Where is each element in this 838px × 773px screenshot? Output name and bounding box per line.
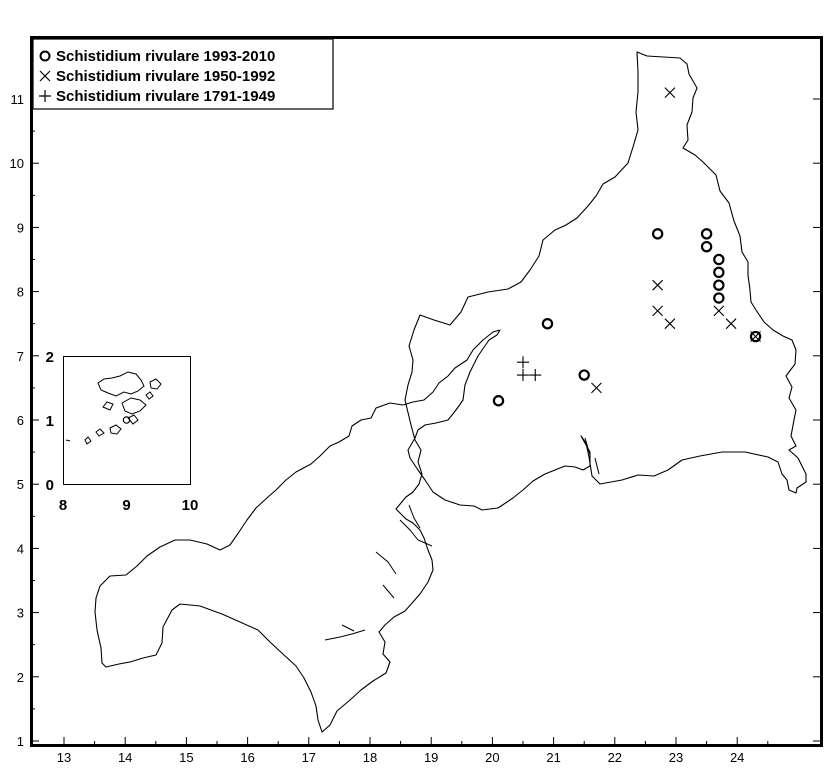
legend: Schistidium rivulare 1993-2010 Schistidi… <box>32 38 334 110</box>
record-circle-marker <box>700 240 713 253</box>
record-markers <box>492 87 762 407</box>
x-tick-label: 16 <box>240 750 254 765</box>
inset-x-tick-label: 10 <box>182 497 199 514</box>
inset-record-markers <box>122 416 131 424</box>
record-circle-marker <box>749 330 762 343</box>
x-tick-label: 24 <box>730 750 744 765</box>
y-tick-label: 7 <box>17 349 24 364</box>
legend-box <box>32 38 334 110</box>
record-cross-marker <box>652 305 664 317</box>
y-tick-label: 2 <box>17 670 24 685</box>
legend-label-1993-2010: Schistidium rivulare 1993-2010 <box>56 48 275 65</box>
record-circle-marker <box>713 279 725 291</box>
record-cross-marker <box>750 331 761 342</box>
legend-circle-icon <box>39 50 51 62</box>
x-axis: 13 14 15 16 17 18 19 20 21 22 23 24 <box>57 737 769 765</box>
x-tick-label: 19 <box>424 750 438 765</box>
x-tick-label: 23 <box>669 750 683 765</box>
legend-cross-icon <box>39 70 51 82</box>
estuaries <box>324 437 600 641</box>
legend-label-1950-1992: Schistidium rivulare 1950-1992 <box>56 68 275 85</box>
record-circle-marker <box>713 253 725 266</box>
x-tick-label: 17 <box>302 750 316 765</box>
record-circle-marker <box>713 266 725 279</box>
y-tick-label: 9 <box>17 220 24 235</box>
y-tick-label: 4 <box>17 541 24 556</box>
record-cross-marker <box>713 305 725 317</box>
x-tick-label: 18 <box>363 750 377 765</box>
inset-islands <box>65 371 162 445</box>
inset-frame <box>63 356 191 485</box>
plot-frame <box>30 36 823 747</box>
record-circle-marker <box>700 228 713 240</box>
record-cross-marker <box>664 87 676 98</box>
y-tick-label: 3 <box>17 606 24 621</box>
x-tick-label: 15 <box>179 750 193 765</box>
record-cross-marker <box>725 318 737 330</box>
y-tick-label: 1 <box>17 734 24 749</box>
x-tick-label: 21 <box>546 750 560 765</box>
y-tick-label: 8 <box>17 285 24 300</box>
inset-y-tick-label: 1 <box>46 413 54 430</box>
record-circle-marker <box>541 318 554 330</box>
record-circle-marker <box>713 292 725 304</box>
record-plus-marker <box>529 369 542 382</box>
x-tick-label: 22 <box>608 750 622 765</box>
y-tick-label: 5 <box>17 477 24 492</box>
record-cross-marker <box>652 279 664 291</box>
record-circle-marker <box>651 228 664 240</box>
inset-x-tick-label: 8 <box>59 497 67 514</box>
record-circle-marker <box>578 369 590 381</box>
y-tick-label: 6 <box>17 413 24 428</box>
record-circle-marker <box>492 395 505 407</box>
legend-label-1791-1949: Schistidium rivulare 1791-1949 <box>56 88 275 105</box>
inset-x-tick-label: 9 <box>122 497 130 514</box>
y-tick-label: 10 <box>10 156 24 171</box>
coastline-outline <box>94 51 807 733</box>
inset-axes: 8 9 10 0 1 2 <box>46 349 199 514</box>
record-cross-marker <box>591 382 602 394</box>
inset-record-circle-marker <box>122 416 131 424</box>
legend-plus-icon <box>39 90 51 102</box>
x-tick-label: 13 <box>57 750 71 765</box>
inset-y-tick-label: 2 <box>46 349 54 366</box>
record-plus-marker <box>517 369 529 382</box>
inset-map: 8 9 10 0 1 2 <box>46 349 199 514</box>
y-tick-label: 11 <box>11 92 25 107</box>
record-cross-marker <box>664 318 676 330</box>
x-tick-label: 20 <box>485 750 499 765</box>
inset-y-tick-label: 0 <box>46 477 54 494</box>
x-tick-label: 14 <box>118 750 132 765</box>
record-plus-marker <box>517 356 529 369</box>
